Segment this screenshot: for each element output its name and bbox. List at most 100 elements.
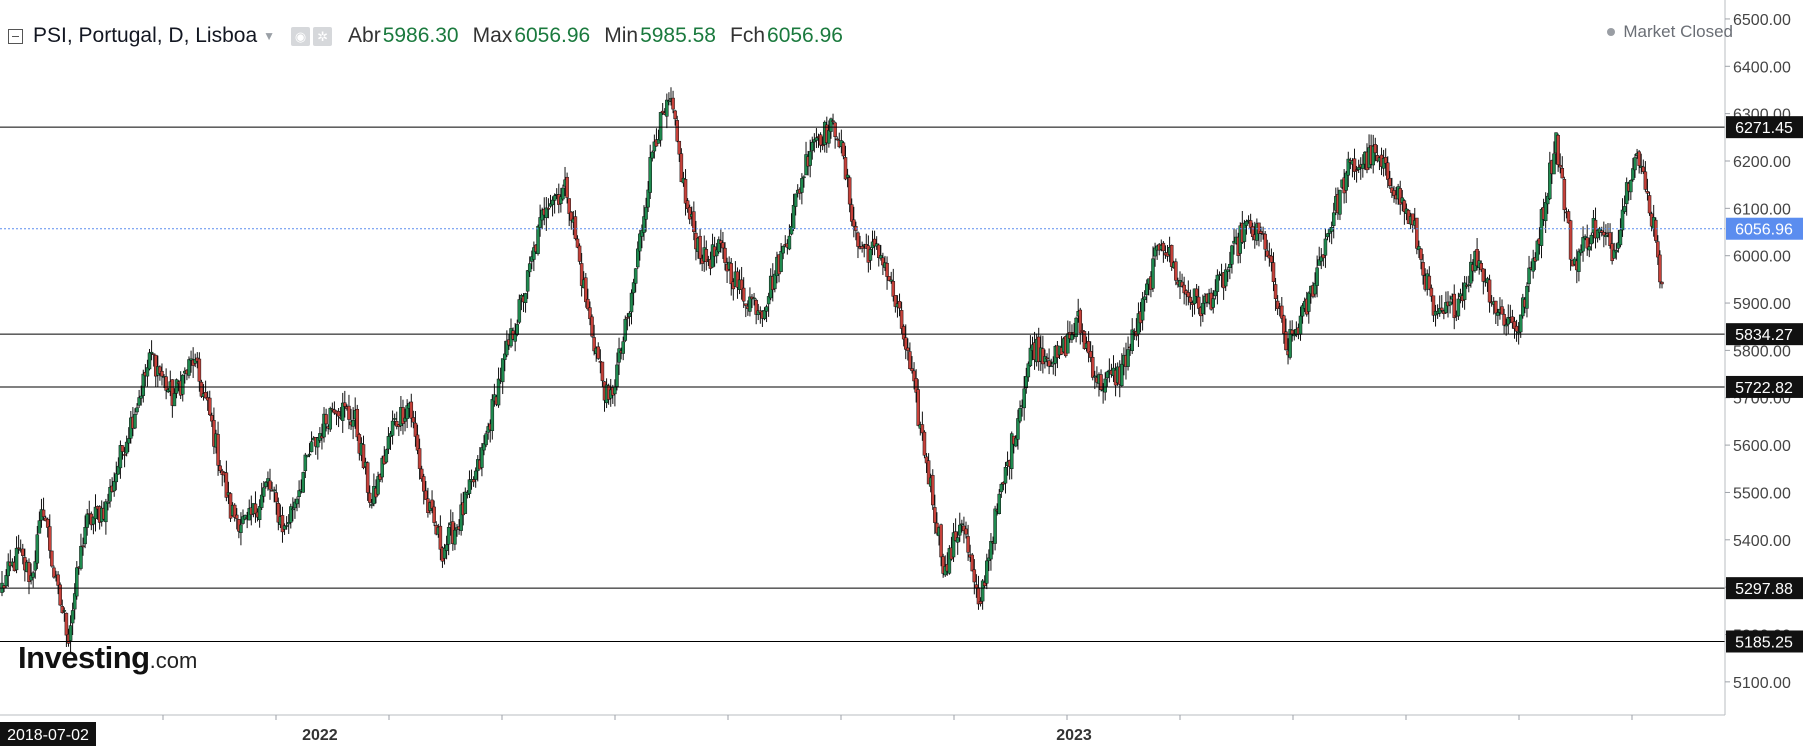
date-badge-bg [0,722,96,746]
candle-body [1323,238,1328,256]
candle-body [1028,347,1033,367]
candle-body [409,401,414,419]
candle-body [14,547,19,571]
candle-body [1556,134,1560,166]
caret-down-icon[interactable]: ▼ [263,29,276,43]
candle-body [274,492,278,503]
candle-body [1140,298,1145,321]
price-marker-bg [1726,375,1803,398]
candle-body [625,317,630,319]
candle-body [1417,246,1421,251]
candle-body [1479,263,1483,271]
candle-body [793,193,798,207]
candle-body [1568,220,1573,260]
candle-body [623,318,628,341]
candle-body [1290,329,1294,335]
candle-body [1026,363,1031,378]
candle-body [35,534,40,564]
candle-body [1654,219,1658,241]
candle-body [588,307,592,320]
high-label: Max [472,24,513,47]
candle-body [891,281,896,297]
status-dot-icon [1607,28,1616,36]
candle-body [808,151,812,166]
candle-body [982,582,987,586]
candle-body [83,527,87,545]
candle-body [515,324,519,335]
candle-body [108,487,112,502]
candle-body [430,499,434,509]
candle-body [268,480,272,490]
candle-body [1271,262,1276,283]
candle-body [781,246,785,254]
candle-body [1616,242,1621,249]
candle-body [1300,305,1305,317]
candle-body [1329,227,1334,232]
candle-body [644,207,648,220]
plot-area[interactable] [0,0,1725,715]
candle-body [527,263,532,273]
candle-body [1196,296,1201,309]
candle-body [1552,153,1556,175]
candle-body [648,157,652,193]
collapse-icon[interactable] [8,28,23,44]
candle-body [199,381,204,397]
candle-body [126,438,131,444]
candle-body [135,407,139,413]
candle-body [675,120,679,142]
candle-body [1614,250,1619,253]
candle-body [386,436,391,450]
eye-icon[interactable]: ◉ [291,26,311,46]
candle-body [1315,267,1319,286]
candle-body [1585,237,1589,249]
candle-body [941,556,945,574]
candle-body [1244,221,1249,226]
candle-body [872,238,877,247]
candle-body [1527,267,1531,285]
candle-body [293,501,297,509]
gear-icon[interactable]: ✲ [313,26,333,46]
symbol-title[interactable]: PSI, Portugal, D, Lisboa [33,24,258,47]
candle-body [1288,329,1292,358]
candle-body [1248,220,1253,228]
candle-body [262,487,266,497]
candle-body [989,541,993,560]
candle-body [926,460,931,485]
candle-body [1452,293,1456,318]
candle-body [438,525,443,550]
candle-body [1228,263,1232,269]
candle-body [904,337,908,350]
candle-body [328,408,333,430]
close-label: Fch [730,24,766,47]
candle-body [149,351,154,354]
candle-body [1080,330,1085,332]
candle-body [559,196,563,204]
candle-body [889,279,893,282]
candle-body [843,157,848,180]
candle-body [1313,283,1317,295]
candle-body [719,240,723,244]
candle-body [656,139,661,144]
x-tick-label: 2022 [302,727,338,744]
candle-body [37,520,42,534]
candle-body [41,509,46,518]
candle-body [1153,247,1157,257]
candle-body [324,414,328,425]
candle-body [860,246,864,249]
candle-body [627,312,632,318]
candle-body [1500,306,1504,315]
candle-body [471,479,476,483]
candle-body [403,417,407,422]
candle-body [322,413,326,438]
candle-body [1145,283,1149,296]
chart-header: PSI, Portugal, D, Lisboa ▼ ◉ ✲ Abr 5986.… [8,20,857,52]
candle-body [1429,287,1434,297]
low-value: 5985.58 [640,24,716,47]
candle-body [330,408,335,411]
candle-body [835,138,839,141]
candle-body [868,249,873,261]
candle-body [914,378,918,393]
y-tick-label: 6000.00 [1733,249,1791,266]
price-marker: 5185.25 [1726,630,1803,653]
